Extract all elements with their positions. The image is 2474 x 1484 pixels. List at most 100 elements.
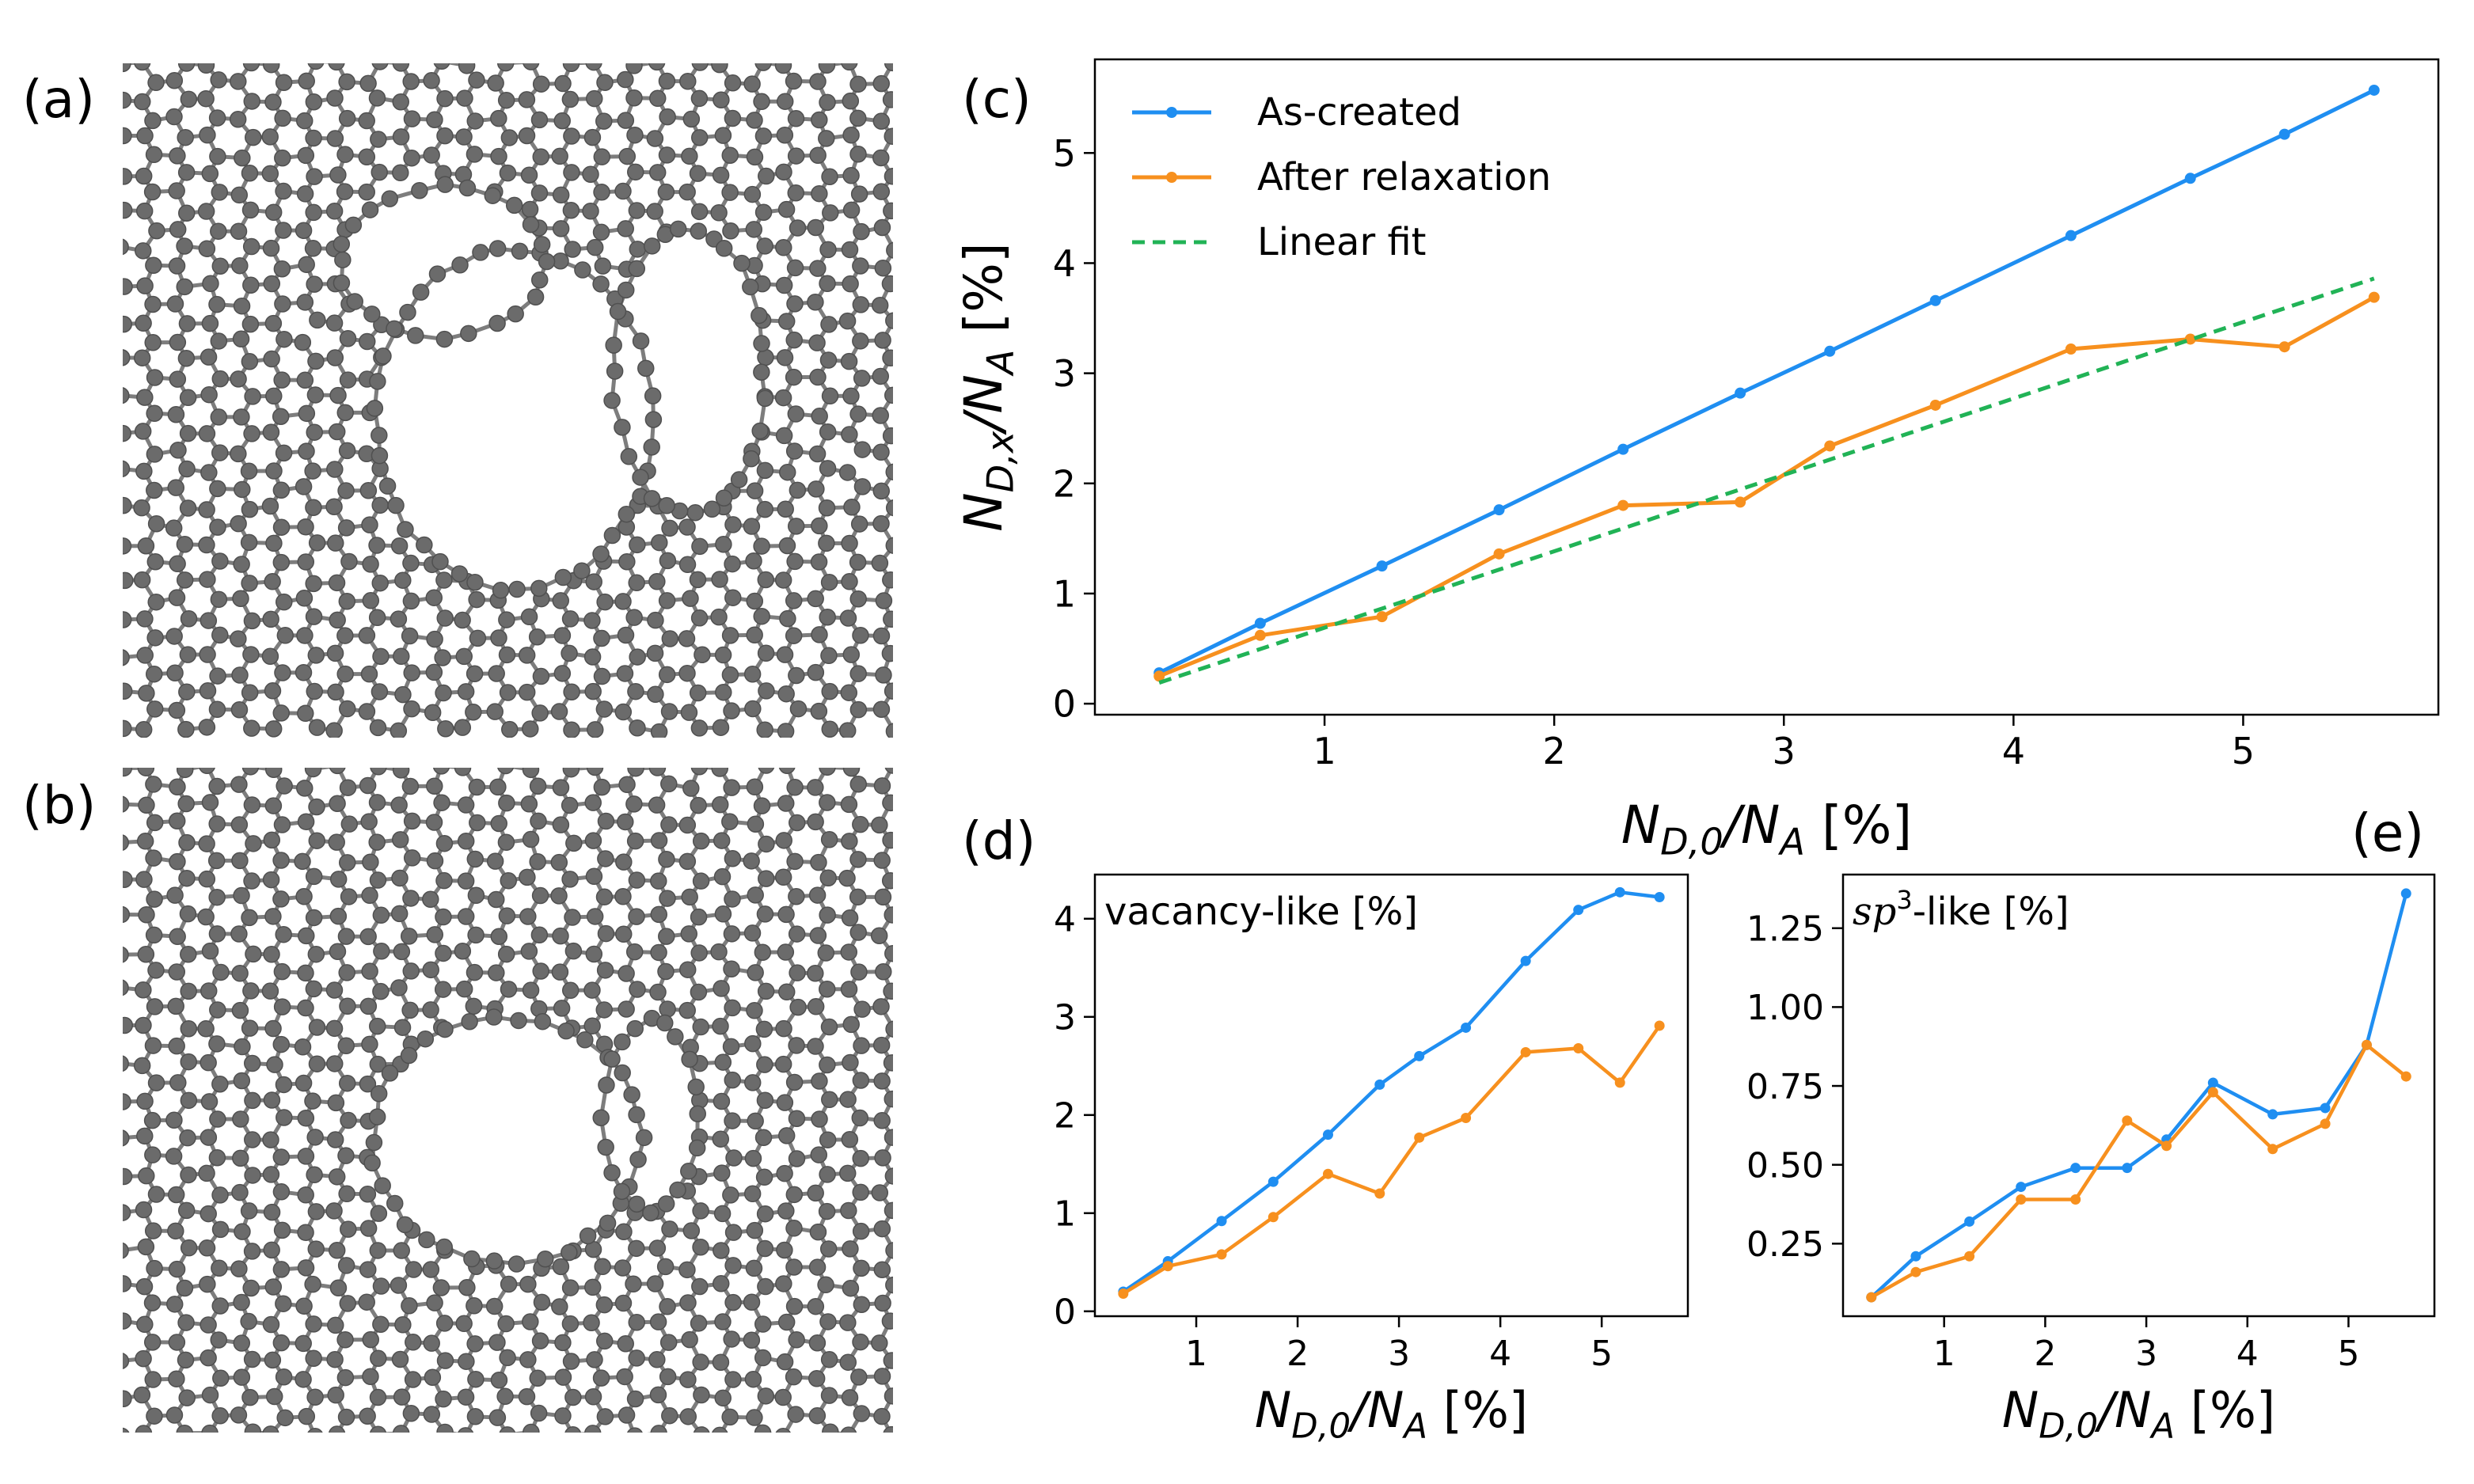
atom xyxy=(264,1278,283,1296)
atom xyxy=(818,1202,836,1220)
atom xyxy=(240,533,258,552)
atom xyxy=(434,981,452,998)
atom xyxy=(520,795,538,813)
atom xyxy=(234,480,251,499)
atom xyxy=(561,871,579,888)
x-axis-label-base: N xyxy=(1255,1381,1291,1439)
atom xyxy=(466,665,484,683)
atom xyxy=(648,63,666,71)
bond xyxy=(510,1430,531,1433)
atom xyxy=(208,1148,226,1167)
atom xyxy=(485,1252,504,1270)
atom xyxy=(123,63,131,73)
atom xyxy=(200,348,218,366)
atom xyxy=(328,63,345,71)
atom xyxy=(882,831,893,849)
atom xyxy=(554,568,572,586)
atom xyxy=(340,888,358,905)
atom xyxy=(809,260,827,277)
atom xyxy=(785,368,803,386)
atom xyxy=(598,1076,615,1094)
atom xyxy=(820,1351,838,1368)
atom xyxy=(167,1222,184,1240)
atom xyxy=(243,93,260,110)
atom xyxy=(123,1167,133,1186)
atom xyxy=(264,1019,282,1038)
atom xyxy=(466,963,484,981)
atom xyxy=(123,1427,130,1433)
atom xyxy=(485,1297,504,1315)
atom xyxy=(166,664,184,682)
atom xyxy=(553,112,571,130)
atom xyxy=(305,980,323,998)
atom xyxy=(777,1202,795,1220)
atom xyxy=(561,1279,580,1296)
atom xyxy=(169,1074,187,1091)
atom xyxy=(690,222,708,240)
atom xyxy=(678,1261,696,1279)
atom xyxy=(756,461,774,480)
panel-label-a: (a) xyxy=(22,69,95,130)
atom xyxy=(753,607,770,625)
atom xyxy=(552,927,569,945)
series-line-as-created xyxy=(1870,893,2408,1299)
atom xyxy=(404,1371,422,1388)
x-axis-label-sub: D,0 xyxy=(1291,1407,1351,1447)
atom xyxy=(276,777,293,795)
atom xyxy=(659,1000,676,1018)
atom xyxy=(518,127,536,145)
atom xyxy=(595,1001,613,1019)
atom xyxy=(711,768,728,777)
atom xyxy=(146,369,164,386)
atom xyxy=(756,721,773,738)
atom xyxy=(295,478,313,495)
bond xyxy=(379,63,401,66)
atom xyxy=(550,703,568,720)
atom xyxy=(614,1294,633,1312)
atom xyxy=(457,833,475,850)
atom xyxy=(774,389,792,407)
atom xyxy=(338,109,356,127)
atom xyxy=(660,703,678,720)
atom xyxy=(359,997,378,1015)
atom xyxy=(838,722,857,738)
atom xyxy=(230,701,249,719)
data-point-as-created xyxy=(1520,955,1531,966)
atom xyxy=(340,1111,357,1129)
atom xyxy=(328,574,346,592)
atom xyxy=(788,1150,806,1167)
atom xyxy=(680,1163,697,1180)
atom xyxy=(381,1065,399,1082)
atom xyxy=(872,482,891,500)
atom xyxy=(561,610,580,628)
atom xyxy=(787,184,805,202)
atom xyxy=(468,778,486,796)
atom xyxy=(777,1127,796,1144)
atom xyxy=(725,1149,743,1167)
data-point-as-created xyxy=(2184,173,2196,184)
plot-frame xyxy=(1093,58,2440,716)
atom xyxy=(754,203,773,222)
plot-frame xyxy=(1841,873,2436,1318)
atom xyxy=(747,815,765,833)
atom xyxy=(326,130,344,147)
atom xyxy=(690,768,709,776)
atom xyxy=(199,682,217,700)
atom xyxy=(265,387,283,405)
atom xyxy=(180,1091,198,1110)
atom xyxy=(272,1183,291,1201)
atom xyxy=(885,499,893,517)
atom xyxy=(498,611,515,628)
data-point-after-relaxation xyxy=(2122,1115,2133,1126)
atom xyxy=(819,768,836,776)
atom xyxy=(561,981,580,1000)
atom xyxy=(297,518,314,536)
atom xyxy=(362,853,379,871)
atom xyxy=(775,427,793,445)
atom xyxy=(501,720,519,738)
atom xyxy=(721,627,739,644)
atom xyxy=(691,1277,709,1296)
atom xyxy=(167,479,185,496)
atom xyxy=(757,571,775,589)
